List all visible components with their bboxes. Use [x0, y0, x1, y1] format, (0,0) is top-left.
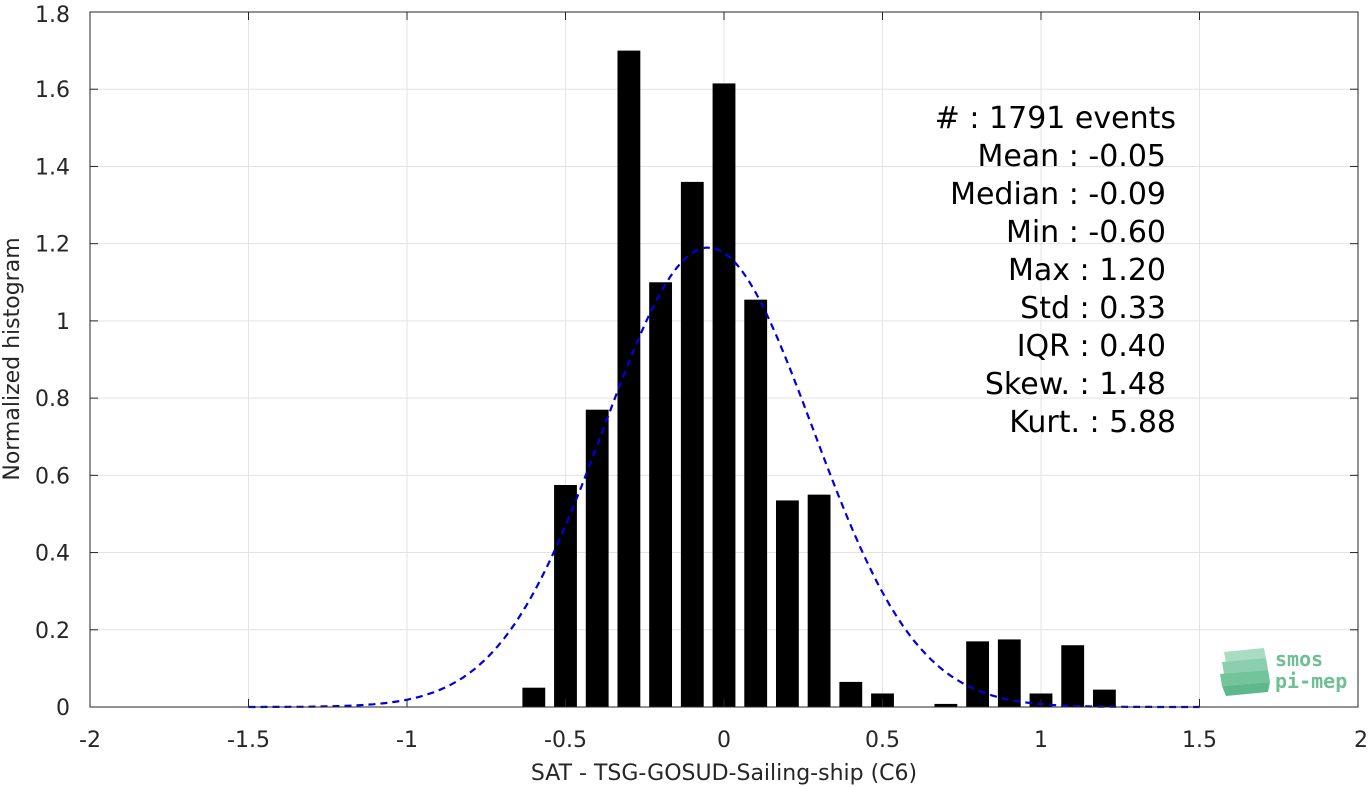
stat-line: Mean : -0.05 — [977, 139, 1166, 174]
x-tick-label: 0 — [717, 728, 731, 753]
x-tick-label: -1 — [396, 728, 418, 753]
x-axis-label: SAT - TSG-GOSUD-Sailing-ship (C6) — [531, 761, 917, 786]
histogram-bar — [617, 50, 641, 708]
histogram-bar — [807, 494, 831, 707]
x-tick-label: 1 — [1034, 728, 1048, 753]
histogram-bar — [680, 181, 704, 707]
histogram-bar — [522, 687, 546, 707]
x-tick-labels: -2 -1.5 -1 -0.5 0 0.5 1 1.5 2 — [79, 728, 1368, 753]
histogram-bar — [934, 703, 958, 707]
y-tick-label: 0.8 — [35, 387, 70, 412]
histogram-bars — [522, 50, 1116, 708]
histogram-bar — [585, 409, 609, 707]
histogram-bar — [966, 641, 990, 707]
x-tick-label: 1.5 — [1182, 728, 1217, 753]
stat-line: IQR : 0.40 — [1017, 329, 1166, 364]
axes — [89, 11, 1359, 708]
logo-line-pimep: pi-mep — [1275, 669, 1347, 693]
x-tick-label: -0.5 — [544, 728, 587, 753]
x-tick-label: 2 — [1354, 728, 1368, 753]
stat-line: Kurt. : 5.88 — [1009, 405, 1176, 440]
stat-line: Skew. : 1.48 — [985, 367, 1166, 402]
y-tick-label: 1 — [56, 310, 70, 335]
histogram-bar — [744, 299, 768, 707]
histogram-bar — [997, 639, 1021, 707]
histogram-bar — [649, 282, 673, 707]
y-tick-label: 0.6 — [35, 464, 70, 489]
y-tick-label: 0 — [56, 696, 70, 721]
stat-line: # : 1791 events — [935, 101, 1176, 136]
stat-line: Median : -0.09 — [950, 177, 1166, 212]
stat-line: Max : 1.20 — [1008, 253, 1166, 288]
x-tick-label: -2 — [79, 728, 101, 753]
y-tick-label: 1.4 — [35, 155, 70, 180]
histogram-bar — [775, 500, 799, 707]
histogram-bar — [712, 83, 736, 708]
smos-pimep-logo: smos pi-mep — [1220, 647, 1347, 696]
y-tick-label: 1.6 — [35, 78, 70, 103]
y-tick-label: 0.2 — [35, 619, 70, 644]
y-tick-label: 1.8 — [35, 3, 70, 28]
x-tick-label: -1.5 — [227, 728, 270, 753]
histogram-bar — [1092, 689, 1116, 707]
histogram-bar — [839, 681, 863, 707]
logo-line-smos: smos — [1275, 647, 1323, 671]
y-tick-label: 0.4 — [35, 542, 70, 567]
logo-waves-icon — [1220, 648, 1270, 696]
stat-line: Std : 0.33 — [1020, 291, 1166, 326]
histogram-bar — [554, 484, 577, 707]
y-axis-label: Normalized histogram — [0, 237, 25, 480]
y-tick-label: 1.2 — [35, 233, 70, 258]
y-tick-labels: 0 0.2 0.4 0.6 0.8 1 1.2 1.4 1.6 1.8 — [35, 3, 70, 721]
x-tick-label: 0.5 — [865, 728, 900, 753]
histogram-bar — [1061, 645, 1085, 707]
stat-line: Min : -0.60 — [1006, 215, 1166, 250]
